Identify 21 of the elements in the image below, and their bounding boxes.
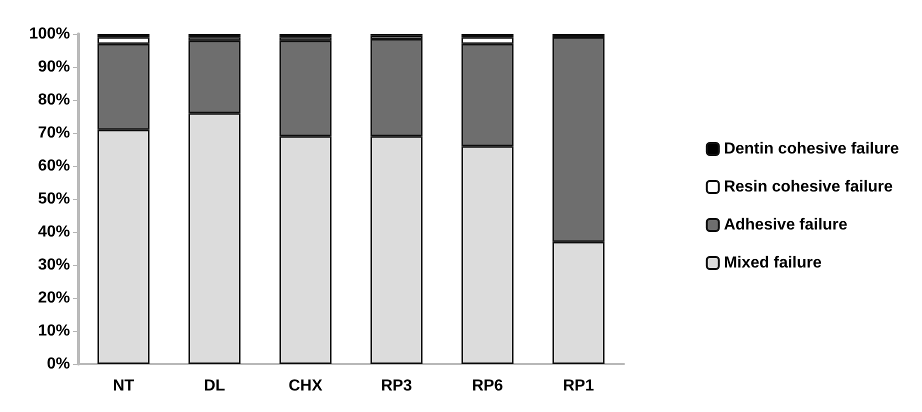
x-tick-label: RP3 [380, 378, 412, 394]
y-tick-label: 90% [38, 58, 70, 76]
y-tick-label: 40% [38, 224, 70, 240]
y-tick-label: 50% [38, 190, 70, 208]
x-tick-label: CHX [288, 378, 323, 394]
y-tick-label: 10% [38, 322, 70, 340]
x-tick-label: RP1 [562, 378, 594, 394]
y-tick-label: 80% [38, 92, 70, 108]
y-tick-label: 30% [38, 256, 70, 274]
x-tick-label: DL [204, 378, 226, 394]
legend-label: Resin cohesive failure [724, 178, 893, 196]
y-tick-label: 60% [38, 158, 70, 174]
y-tick-label: 100% [29, 26, 70, 42]
y-tick-label: 20% [38, 290, 70, 306]
legend-label: Dentin cohesive failure [724, 140, 900, 158]
legend-label: Adhesive failure [724, 216, 848, 234]
y-tick-label: 70% [38, 124, 70, 142]
x-tick-label: RP6 [472, 378, 504, 394]
y-tick-label: 0% [46, 356, 70, 372]
legend-label: Mixed failure [724, 254, 822, 272]
x-tick-label: NT [112, 378, 134, 394]
